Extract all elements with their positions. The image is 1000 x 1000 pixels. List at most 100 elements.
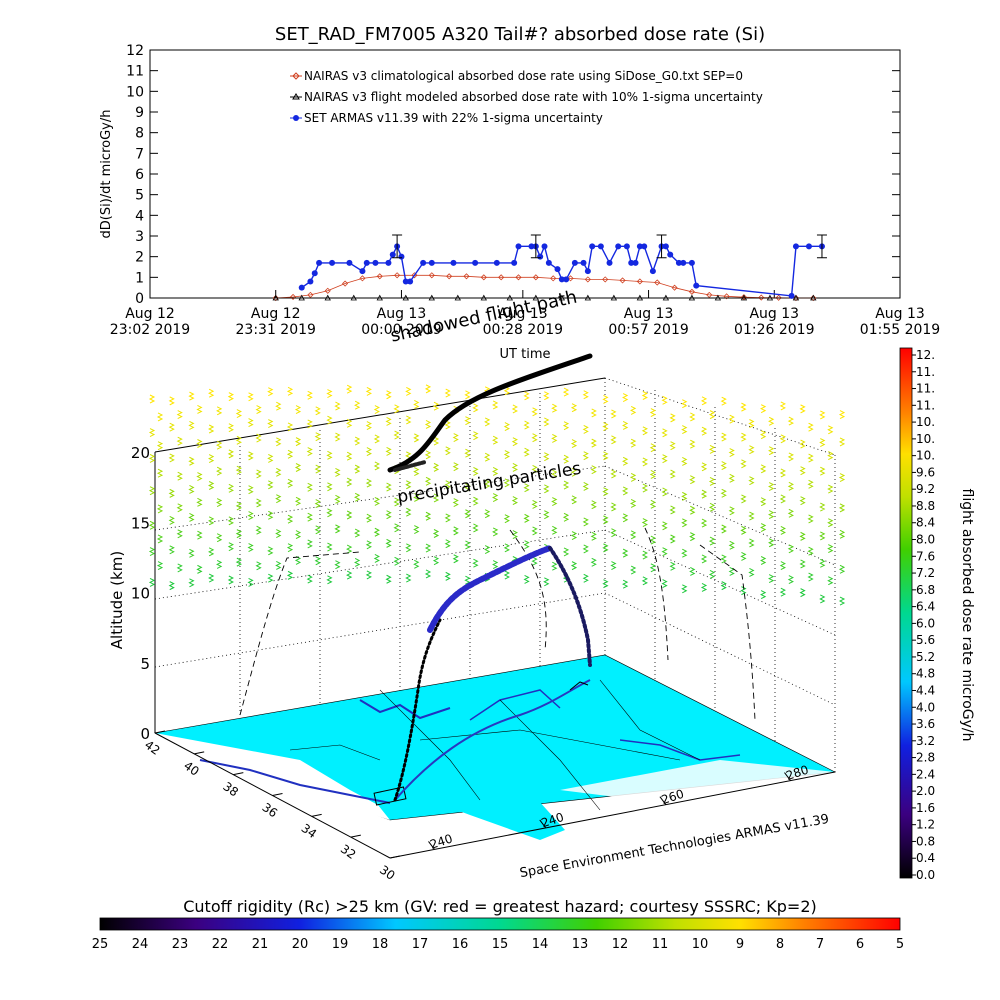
particle-mark — [819, 466, 826, 476]
lon-tick-label: 240 — [539, 810, 565, 830]
data-point — [619, 277, 626, 284]
x-tick-label-time: 23:31 2019 — [236, 322, 316, 338]
lat-tick — [389, 855, 401, 859]
credit-text: Space Environment Technologies ARMAS v11… — [519, 812, 831, 881]
particle-mark — [235, 409, 242, 419]
particle-mark — [748, 511, 755, 521]
altitude-tick-label: 0 — [140, 725, 150, 743]
data-point — [532, 274, 539, 281]
particle-mark — [275, 494, 282, 504]
particle-mark — [622, 513, 629, 523]
particle-mark — [168, 581, 175, 591]
particle-mark — [424, 450, 432, 460]
particle-mark — [503, 478, 510, 488]
particle-mark — [838, 596, 846, 606]
particle-mark — [708, 502, 716, 512]
particle-mark — [768, 416, 775, 426]
lon-tick — [539, 819, 547, 829]
particle-mark — [543, 391, 550, 401]
particle-mark — [472, 558, 479, 568]
particle-mark — [365, 478, 372, 488]
data-point — [498, 274, 505, 281]
colorbar-tick-label: 8.8 — [916, 499, 935, 513]
particle-mark — [176, 529, 183, 539]
particle-mark — [681, 425, 688, 435]
particle-mark — [562, 480, 570, 490]
particle-mark — [787, 575, 794, 585]
particle-mark — [543, 452, 550, 462]
data-point — [480, 294, 487, 301]
particle-mark — [314, 464, 321, 474]
data-point — [493, 259, 500, 266]
rigidity-tick-label: 11 — [652, 937, 669, 952]
data-point — [532, 294, 540, 301]
particle-mark — [708, 410, 716, 420]
particle-mark — [385, 482, 392, 492]
particle-mark — [156, 412, 164, 422]
particle-mark — [779, 434, 786, 444]
particle-mark — [247, 577, 254, 587]
particle-mark — [314, 525, 321, 535]
data-point — [480, 274, 487, 281]
x-tick-label-time: 01:55 2019 — [860, 322, 940, 338]
particle-mark — [176, 503, 183, 513]
data-point — [446, 273, 453, 280]
particle-mark — [669, 413, 676, 423]
particle-mark — [602, 487, 609, 497]
particle-mark — [385, 574, 392, 584]
particle-mark — [819, 410, 826, 420]
particle-mark — [819, 438, 826, 447]
data-point — [706, 291, 713, 298]
particle-mark — [570, 495, 578, 505]
particle-mark — [740, 525, 747, 535]
particle-mark — [176, 471, 183, 481]
data-point — [307, 278, 314, 285]
particle-mark — [306, 574, 313, 584]
particle-mark — [740, 432, 747, 442]
particle-mark — [156, 561, 164, 571]
data-point — [740, 294, 748, 301]
colorbar-tick-label: 0.8 — [916, 834, 935, 848]
rigidity-tick-label: 13 — [572, 937, 589, 952]
particle-mark — [314, 406, 321, 416]
y-axis-label: dD(Si)/dt microGy/h — [99, 110, 114, 239]
particle-mark — [247, 511, 254, 521]
particle-mark — [484, 509, 491, 519]
particle-mark — [807, 453, 814, 463]
particle-mark — [424, 384, 432, 394]
y-tick-label: 0 — [135, 291, 144, 307]
particle-mark — [630, 472, 637, 482]
particle-mark — [551, 525, 558, 535]
particle-mark — [424, 476, 432, 486]
particle-mark — [531, 464, 538, 474]
colorbar-tick-label: 10. — [916, 415, 935, 429]
particle-mark — [235, 557, 242, 567]
colorbar-tick-label: 10. — [916, 432, 935, 446]
rigidity-tick-label: 15 — [492, 937, 509, 952]
data-point — [329, 259, 336, 266]
particle-mark — [247, 543, 254, 552]
particle-mark — [669, 561, 676, 571]
particle-mark — [748, 419, 755, 428]
rigidity-tick-label: 22 — [212, 937, 229, 952]
x-tick-label-date: Aug 12 — [251, 306, 301, 322]
particle-mark — [523, 540, 530, 550]
particle-mark — [286, 514, 294, 524]
particle-mark — [432, 436, 440, 446]
particle-mark — [807, 572, 814, 582]
particle-mark — [492, 560, 499, 570]
particle-mark — [227, 516, 234, 526]
particle-mark — [570, 403, 578, 413]
particle-mark — [196, 439, 203, 448]
particle-mark — [168, 488, 175, 498]
rigidity-tick-label: 21 — [252, 937, 269, 952]
particle-mark — [700, 554, 708, 564]
particle-mark — [720, 396, 727, 406]
particle-mark — [227, 542, 234, 552]
particle-mark — [622, 456, 629, 466]
particle-mark — [760, 464, 767, 474]
data-point — [563, 276, 570, 283]
particle-mark — [235, 435, 242, 445]
data-point — [472, 259, 479, 266]
